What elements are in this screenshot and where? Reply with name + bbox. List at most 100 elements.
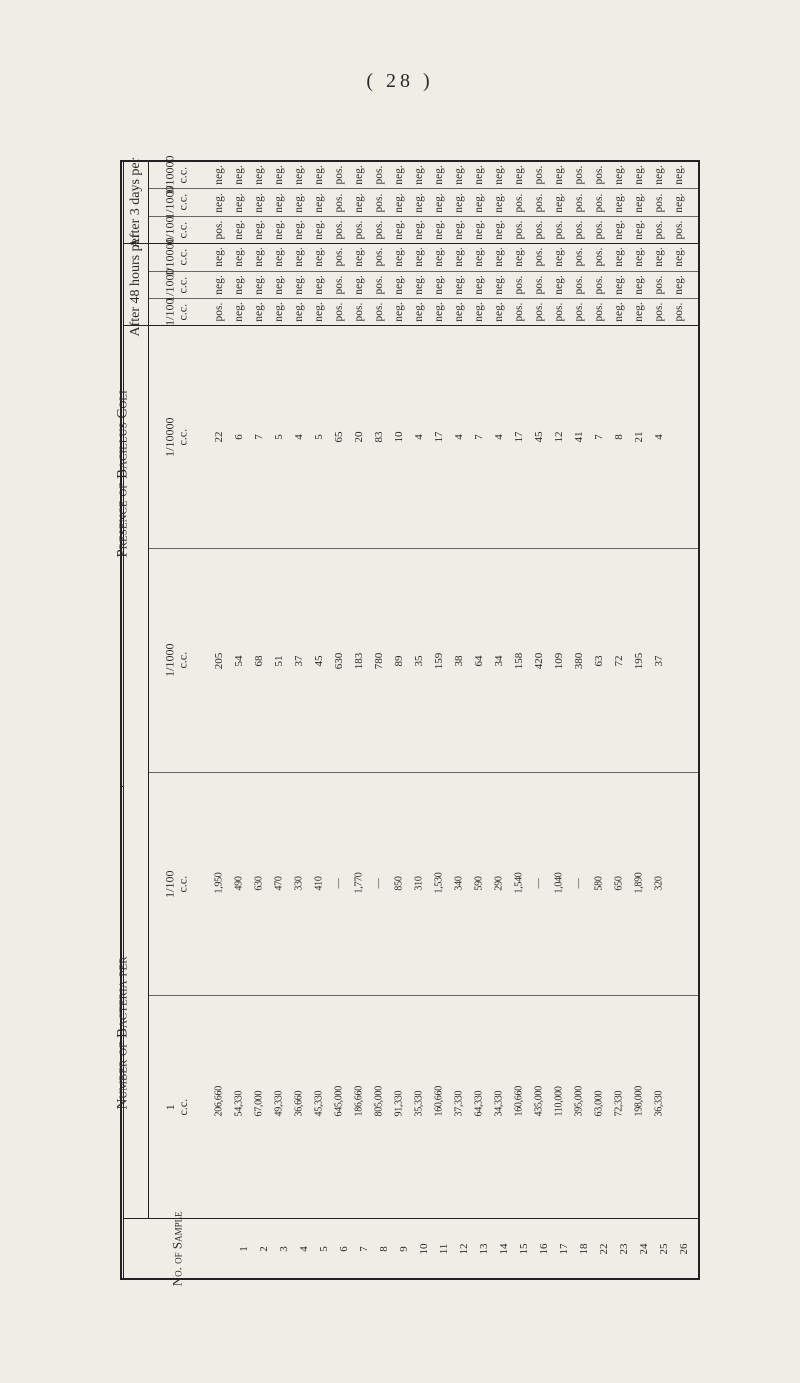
cell: pos.: [533, 193, 545, 213]
cell: neg.: [473, 220, 485, 240]
cell: 63: [593, 651, 605, 671]
table-row: 1/1000c.c.205546851374563018378089351593…: [149, 549, 698, 772]
cell: neg.: [273, 302, 285, 322]
row-cells: neg.neg.neg.neg.neg.neg.pos.neg.pos.neg.…: [205, 244, 698, 270]
cell: neg.: [553, 275, 565, 295]
cell: neg.: [273, 193, 285, 213]
cell: pos.: [533, 275, 545, 295]
cell: neg.: [493, 247, 505, 267]
data-table: Presence of Bacillus Coli Number of Bact…: [120, 160, 700, 1280]
cell: neg.: [253, 165, 265, 185]
cell: neg.: [553, 165, 565, 185]
sample-cell: 16: [538, 1239, 550, 1259]
cell: 51: [273, 651, 285, 671]
sample-cell: 11: [438, 1239, 450, 1259]
cell: 7: [473, 427, 485, 447]
cell: pos.: [333, 220, 345, 240]
cell: neg.: [253, 193, 265, 213]
table-row: 1c.c.206,66054,33067,00049,33036,66045,3…: [149, 996, 698, 1218]
cell: 4: [413, 427, 425, 447]
cell: pos.: [333, 275, 345, 295]
cell: 160,660: [434, 1097, 445, 1117]
cell: pos.: [213, 220, 225, 240]
row-cells: 2055468513745630183780893515938643415842…: [205, 549, 698, 771]
cell: pos.: [513, 275, 525, 295]
cell: pos.: [573, 302, 585, 322]
cell: neg.: [353, 247, 365, 267]
cell: 36,660: [294, 1097, 305, 1117]
cell: neg.: [553, 193, 565, 213]
sample-cell: 22: [598, 1239, 610, 1259]
cell: pos.: [653, 220, 665, 240]
cell: pos.: [513, 302, 525, 322]
cell: 650: [614, 874, 625, 894]
cell: neg.: [613, 302, 625, 322]
cell: neg.: [453, 247, 465, 267]
cell: 91,330: [394, 1097, 405, 1117]
cell: 380: [573, 651, 585, 671]
cell: 183: [353, 651, 365, 671]
sample-cell: 10: [418, 1239, 430, 1259]
cell: pos.: [373, 275, 385, 295]
cell: neg.: [633, 302, 645, 322]
cell: neg.: [233, 220, 245, 240]
cell: neg.: [453, 302, 465, 322]
cell: 17: [433, 427, 445, 447]
section-label-presence: Presence of Bacillus Coli: [122, 162, 123, 787]
cell: 6: [233, 427, 245, 447]
cell: pos.: [333, 165, 345, 185]
cell: 630: [333, 651, 345, 671]
table-row: 1/10000c.c.neg.neg.neg.neg.neg.neg.pos.n…: [149, 244, 698, 271]
cell: pos.: [333, 193, 345, 213]
cell: neg.: [473, 275, 485, 295]
presence-section: After 3 days per 1/10000c.c.neg.neg.neg.…: [124, 162, 698, 326]
cell: 65: [333, 427, 345, 447]
cell: 435,000: [534, 1097, 545, 1117]
row-head: 1/10000c.c.: [149, 244, 205, 270]
cell: 590: [474, 874, 485, 894]
cell: pos.: [593, 247, 605, 267]
cell: neg.: [253, 302, 265, 322]
cell: 22: [213, 427, 225, 447]
cell: neg.: [273, 275, 285, 295]
row-head: 1/10000c.c.: [149, 162, 205, 188]
cell: neg.: [273, 165, 285, 185]
cell: 37,330: [454, 1097, 465, 1117]
cell: neg.: [613, 220, 625, 240]
cell: neg.: [433, 275, 445, 295]
sample-cell: 9: [398, 1239, 410, 1259]
cell: neg.: [473, 247, 485, 267]
row-head: 1/1000c.c.: [149, 549, 205, 771]
cell: 8: [613, 427, 625, 447]
cell: pos.: [333, 247, 345, 267]
cell: neg.: [393, 302, 405, 322]
cell: 35: [413, 651, 425, 671]
cell: pos.: [593, 193, 605, 213]
cell: pos.: [553, 220, 565, 240]
sample-cell: 12: [458, 1239, 470, 1259]
cell: neg.: [313, 275, 325, 295]
cell: 35,330: [414, 1097, 425, 1117]
cell: 1,950: [214, 874, 225, 894]
cell: pos.: [593, 302, 605, 322]
cell: pos.: [533, 302, 545, 322]
cell: neg.: [233, 275, 245, 295]
cell: pos.: [673, 220, 685, 240]
cell: 645,000: [334, 1097, 345, 1117]
cell: 63,000: [594, 1097, 605, 1117]
cell: neg.: [453, 275, 465, 295]
cell: neg.: [673, 247, 685, 267]
cell: neg.: [673, 275, 685, 295]
cell: neg.: [233, 193, 245, 213]
cell: neg.: [253, 247, 265, 267]
cell: pos.: [373, 302, 385, 322]
row-cells: pos. neg. neg. neg. neg. neg. pos. pos. pos. neg.…: [205, 299, 698, 325]
cell: 4: [653, 427, 665, 447]
table-row: 1/10000c.c.neg.neg.neg.neg.neg.neg.pos.n…: [149, 162, 698, 189]
cell: neg.: [213, 193, 225, 213]
cell: pos.: [573, 165, 585, 185]
cell: —: [374, 874, 385, 894]
cell: 68: [253, 651, 265, 671]
cell: pos.: [533, 165, 545, 185]
cell: neg.: [313, 165, 325, 185]
